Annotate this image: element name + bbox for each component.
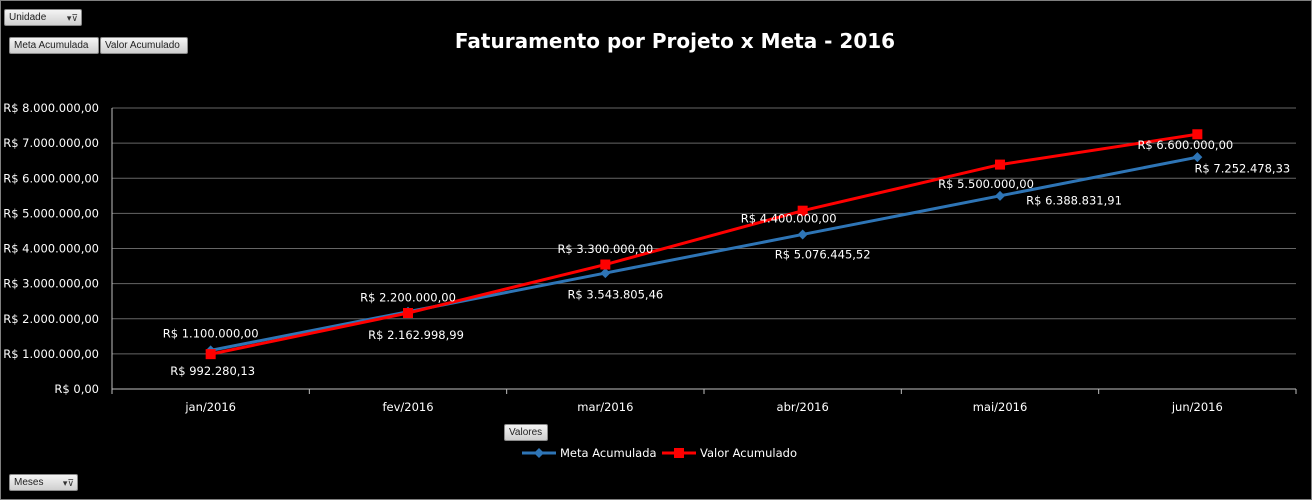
- data-label-valor: R$ 5.076.445,52: [775, 248, 871, 262]
- chart-title: Faturamento por Projeto x Meta - 2016: [455, 29, 895, 53]
- y-tick-label: R$ 2.000.000,00: [3, 312, 99, 326]
- data-label-valor: R$ 2.162.998,99: [368, 328, 464, 342]
- gridlines: [112, 107, 1296, 390]
- values-field-button[interactable]: Valores: [504, 424, 548, 441]
- x-tick-label: jun/2016: [1171, 400, 1223, 414]
- y-tick-label: R$ 4.000.000,00: [3, 242, 99, 256]
- data-label-valor: R$ 992.280,13: [170, 364, 255, 378]
- x-tick-label: mai/2016: [973, 400, 1028, 414]
- data-point-diamond[interactable]: [600, 268, 611, 279]
- y-tick-label: R$ 7.000.000,00: [3, 136, 99, 150]
- data-point-square[interactable]: [995, 159, 1005, 170]
- x-tick-label: mar/2016: [577, 400, 633, 414]
- data-label-meta: R$ 1.100.000,00: [163, 326, 259, 340]
- y-tick-label: R$ 5.000.000,00: [3, 206, 99, 220]
- data-label-meta: R$ 3.300.000,00: [557, 242, 653, 256]
- y-tick-label: R$ 8.000.000,00: [3, 101, 99, 115]
- legend: Meta Acumulada Valor Acumulado: [522, 446, 797, 460]
- series-line-valor: [210, 132, 1198, 356]
- y-tick-label: R$ 6.000.000,00: [3, 171, 99, 185]
- series-layer: [205, 129, 1203, 360]
- data-point-square[interactable]: [1192, 129, 1203, 140]
- x-axis: jan/2016 fev/2016 mar/2016 abr/2016 mai/2016…: [111, 389, 1297, 414]
- report-filter-unidade-button[interactable]: Unidade ▾⊽: [4, 9, 82, 26]
- y-tick-label: R$ 0,00: [54, 382, 99, 396]
- legend-marker-diamond: [534, 448, 544, 458]
- legend-label-valor: Valor Acumulado: [700, 446, 797, 460]
- legend-label-meta: Meta Acumulada: [560, 446, 657, 460]
- data-point-square[interactable]: [797, 205, 808, 216]
- y-tick-label: R$ 1.000.000,00: [3, 347, 99, 361]
- data-point-diamond[interactable]: [797, 229, 808, 240]
- data-point-diamond[interactable]: [1192, 152, 1203, 163]
- row-field-meses-button[interactable]: Meses ▾⊽: [9, 474, 78, 491]
- data-label-meta: R$ 5.500.000,00: [938, 177, 1034, 191]
- filter-dropdown-icon[interactable]: ▾⊽: [62, 478, 74, 488]
- row-field-label: Meses: [14, 477, 44, 488]
- filter-dropdown-icon[interactable]: ▾⊽: [66, 13, 78, 23]
- data-point-square[interactable]: [600, 259, 611, 270]
- data-label-meta: R$ 6.600.000,00: [1137, 138, 1233, 152]
- legend-marker-square: [674, 448, 684, 458]
- data-label-valor: R$ 7.252.478,33: [1194, 161, 1290, 175]
- values-field-label: Valores: [509, 427, 543, 438]
- data-label-valor: R$ 3.543.805,46: [567, 288, 663, 302]
- report-filter-label: Unidade: [9, 12, 47, 23]
- data-point-square[interactable]: [403, 308, 413, 319]
- y-tick-label: R$ 3.000.000,00: [3, 277, 99, 291]
- data-point-diamond[interactable]: [995, 190, 1005, 201]
- y-axis: R$ 0,00 R$ 1.000.000,00 R$ 2.000.000,00 R$ …: [3, 101, 113, 396]
- data-label-meta: R$ 2.200.000,00: [360, 291, 456, 305]
- series-field-label: Meta Acumulada: [14, 40, 89, 51]
- series-field-label: Valor Acumulado: [105, 40, 180, 51]
- series-line-meta: [210, 155, 1198, 352]
- x-tick-label: jan/2016: [184, 400, 236, 414]
- series-field-valor-button[interactable]: Valor Acumulado: [100, 37, 188, 54]
- data-labels: R$ 1.100.000,00 R$ 2.200.000,00 R$ 3.300.0…: [163, 138, 1290, 378]
- x-tick-label: fev/2016: [382, 400, 433, 414]
- data-label-meta: R$ 4.400.000,00: [741, 211, 837, 225]
- series-field-meta-button[interactable]: Meta Acumulada: [9, 37, 99, 54]
- data-label-valor: R$ 6.388.831,91: [1026, 194, 1122, 208]
- data-point-square[interactable]: [205, 349, 216, 360]
- x-tick-label: abr/2016: [777, 400, 829, 414]
